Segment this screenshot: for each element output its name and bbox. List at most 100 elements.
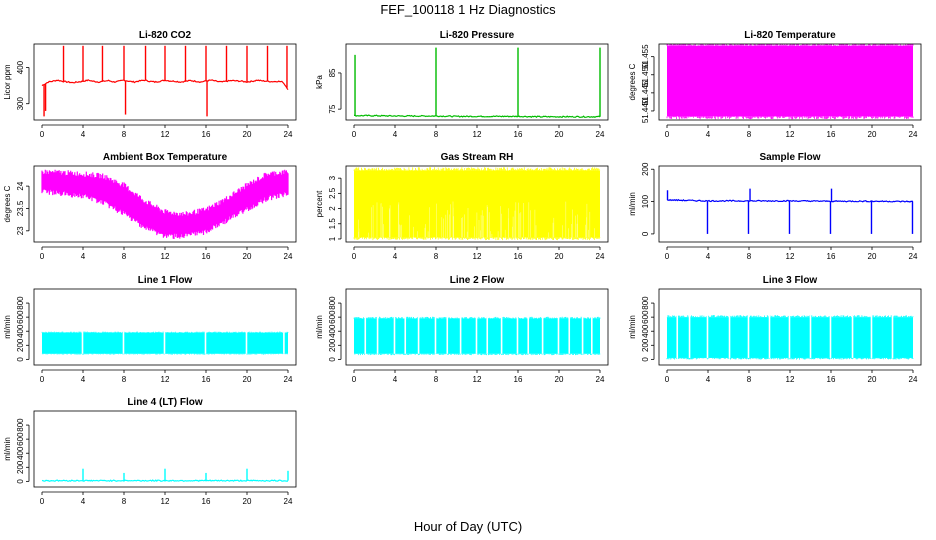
y-tick-label: 800 [641,296,650,310]
flow-gap [728,315,731,358]
series-line [41,79,289,91]
chart-title: Li-820 Pressure [440,30,515,41]
x-tick-label: 4 [393,375,398,384]
y-axis-label: ml/min [628,315,637,339]
x-tick-label: 20 [868,252,877,261]
flow-gap [747,315,750,358]
y-tick-label: 300 [16,96,25,110]
x-tick-label: 12 [473,375,482,384]
plot-frame [33,43,297,121]
x-tick-label: 4 [393,252,398,261]
x-tick-label: 0 [352,130,357,139]
flow-gap [809,315,812,358]
x-tick-label: 24 [596,130,605,139]
x-tick-label: 0 [40,252,45,261]
y-tick-label: 400 [328,324,337,338]
data-band [667,45,913,117]
flow-gap [459,316,462,354]
temperature-envelope [41,169,289,239]
flow-gap [122,330,125,354]
flow-gap [581,316,584,354]
x-tick-label: 20 [555,130,564,139]
x-tick-label: 24 [284,130,293,139]
x-tick-label: 4 [81,497,86,506]
flow-gap [417,316,420,354]
flow-gap [446,316,449,354]
y-tick-label: 800 [328,296,337,310]
x-tick-label: 4 [393,130,398,139]
band-noise [41,331,289,355]
chart-panel: Line 1 Flow ml/min 0 4 8 12 16 20 24 0 20040060080… [3,275,297,384]
x-tick-label: 4 [706,375,711,384]
figure-title: FEF_100118 1 Hz Diagnostics [380,2,556,17]
plot-area [353,316,601,356]
flow-gap [204,330,207,354]
flow-gap [541,316,544,354]
flow-gap [516,316,519,354]
x-tick-label: 20 [243,375,252,384]
x-tick-label: 20 [868,130,877,139]
x-tick-label: 16 [514,130,523,139]
x-tick-label: 12 [786,252,795,261]
x-tick-label: 16 [827,130,836,139]
flow-gap [283,330,285,354]
flow-gap [376,316,379,354]
chart-panel: Gas Stream RH percent 0 4 8 12 16 20 24 1 1.5 2 2.5 3 [315,152,609,261]
chart-title: Line 1 Flow [138,275,193,286]
y-tick-label: 200 [641,338,650,352]
y-tick-label: 600 [328,310,337,324]
x-tick-label: 8 [122,130,127,139]
flow-gap [393,316,396,354]
x-tick-label: 20 [555,375,564,384]
y-tick-label: 200 [328,338,337,352]
x-tick-label: 4 [706,130,711,139]
plot-area [41,330,289,355]
flow-gap [486,316,489,354]
y-axis-label: degrees C [628,63,637,100]
plot-frame [658,288,922,366]
y-tick-label: 51.440 [641,98,650,123]
x-tick-label: 16 [514,375,523,384]
band-streaks [358,201,595,238]
x-tick-label: 4 [81,252,86,261]
x-tick-label: 0 [40,375,45,384]
x-tick-label: 24 [909,375,918,384]
figure-x-axis-label: Hour of Day (UTC) [414,519,522,534]
y-axis-label: ml/min [315,315,324,339]
x-tick-label: 16 [827,252,836,261]
x-tick-label: 24 [284,497,293,506]
flow-gap [163,330,166,354]
flow-gap [891,315,894,358]
y-tick-label: 85 [328,68,337,77]
flow-gap [688,315,691,358]
x-tick-label: 0 [352,375,357,384]
y-tick-label: 200 [641,162,650,176]
x-tick-label: 16 [202,252,211,261]
x-tick-label: 0 [665,252,670,261]
flow-gap [527,316,530,354]
flow-gap [568,316,571,354]
y-tick-label: 51.445 [641,80,650,105]
chart-panel: Li-820 CO2 Licor ppm 0 4 8 12 16 20 24 300 400 [3,30,297,139]
x-tick-label: 12 [161,252,170,261]
x-tick-label: 24 [284,252,293,261]
x-tick-label: 4 [706,252,711,261]
flow-gap [788,315,791,358]
chart-panel: Sample Flow ml/min 0 4 8 12 16 20 24 0 100 200 [628,152,922,261]
y-tick-label: 400 [16,446,25,460]
y-tick-label: 51.455 [641,44,650,69]
flow-gap [676,315,679,358]
x-tick-label: 8 [122,252,127,261]
plot-frame [345,288,609,366]
x-tick-label: 16 [202,130,211,139]
y-axis-label: ml/min [3,437,12,461]
y-tick-label: 1.5 [328,218,337,230]
x-tick-label: 12 [161,497,170,506]
x-tick-label: 8 [434,252,439,261]
flow-gap [434,316,437,354]
y-tick-label: 1 [328,236,337,241]
x-tick-label: 12 [161,130,170,139]
x-tick-label: 12 [161,375,170,384]
x-tick-label: 8 [122,375,127,384]
